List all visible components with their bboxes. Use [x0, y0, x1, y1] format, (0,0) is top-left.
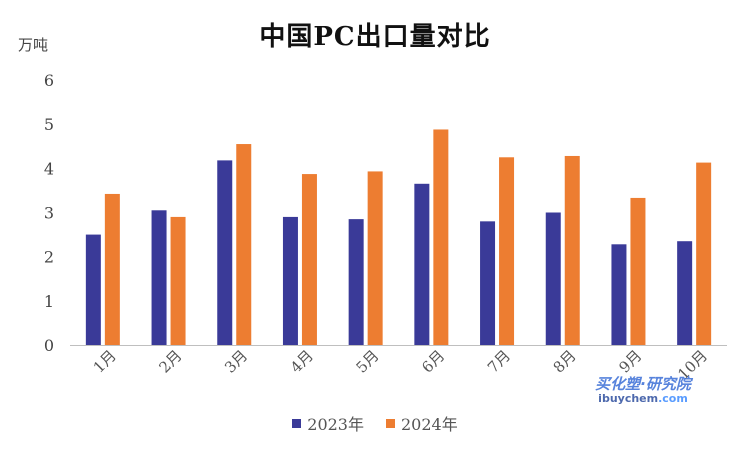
legend-label-series-2: 2024年: [401, 415, 458, 434]
watermark-url: ibuychem.com: [588, 391, 698, 405]
x-tick-label: 3月: [221, 346, 251, 376]
bar-series-1-3月: [217, 160, 233, 345]
bar-series-2-3月: [236, 144, 252, 345]
watermark-url-suffix: .com: [658, 391, 688, 405]
bar-series-2-7月: [499, 157, 515, 345]
y-tick-label: 4: [44, 159, 54, 178]
bar-series-2-9月: [630, 197, 646, 345]
bar-series-2-4月: [301, 174, 317, 345]
legend-swatch-series-2: [386, 418, 395, 428]
x-tick-label: 4月: [287, 346, 317, 376]
bar-series-1-1月: [85, 234, 101, 345]
bar-series-1-10月: [677, 241, 693, 345]
x-tick-label: 7月: [484, 346, 514, 376]
bar-series-1-9月: [611, 244, 627, 345]
y-tick-label: 1: [44, 292, 54, 311]
bar-series-1-8月: [545, 212, 561, 345]
bar-series-2-6月: [433, 129, 449, 345]
y-tick-label: 3: [44, 204, 54, 223]
x-tick-label: 8月: [550, 346, 580, 376]
legend-item-series-1: 2023年: [292, 411, 364, 435]
bar-series-2-1月: [104, 193, 120, 345]
bar-series-1-4月: [282, 216, 298, 345]
bar-series-1-2月: [151, 210, 167, 345]
y-axis-unit-label: 万吨: [18, 36, 49, 54]
y-tick-label: 0: [44, 336, 54, 355]
x-tick-label: 6月: [418, 346, 448, 376]
y-tick-label: 5: [44, 115, 54, 134]
x-tick-label: 1月: [90, 346, 120, 376]
x-tick-label: 5月: [353, 346, 383, 376]
bar-series-1-6月: [414, 183, 430, 345]
legend-label-series-1: 2023年: [307, 415, 364, 434]
chart-legend: 2023年 2024年: [0, 411, 750, 435]
bar-series-1-7月: [480, 221, 496, 345]
x-tick-label: 9月: [615, 346, 645, 376]
y-tick-label: 6: [44, 71, 54, 90]
watermark-text: 买化塑·研究院: [595, 375, 691, 393]
bar-series-2-2月: [170, 216, 186, 345]
legend-item-series-2: 2024年: [386, 411, 458, 435]
watermark-logo: 买化塑·研究院 ibuychem.com: [588, 376, 698, 405]
y-tick-label: 2: [44, 248, 54, 267]
chart-title: 中国PC出口量对比: [259, 22, 491, 52]
bar-series-2-10月: [696, 162, 712, 345]
bar-series-1-5月: [348, 219, 364, 345]
bar-series-2-8月: [564, 155, 580, 345]
bar-series-2-5月: [367, 171, 383, 345]
x-tick-label: 2月: [155, 346, 185, 376]
watermark-url-main: ibuychem: [598, 391, 659, 405]
legend-swatch-series-1: [292, 418, 302, 428]
